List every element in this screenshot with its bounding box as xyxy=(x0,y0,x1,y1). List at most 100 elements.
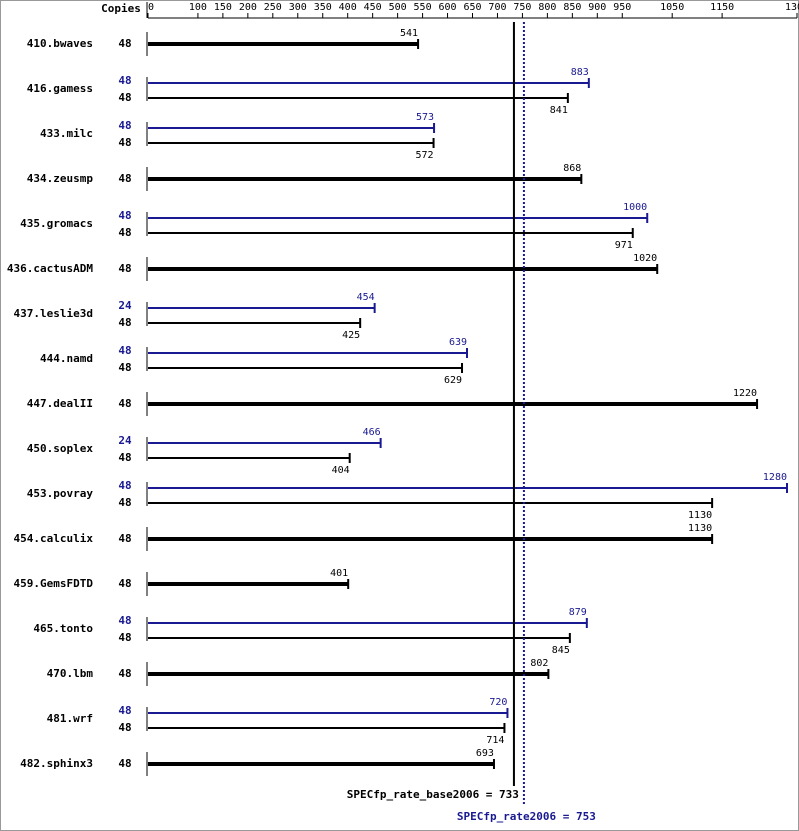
copies-label: 48 xyxy=(118,209,131,222)
value-label: 868 xyxy=(563,163,581,174)
x-tick-label: 700 xyxy=(488,2,506,13)
value-label: 401 xyxy=(330,568,348,579)
benchmark-name: 416.gamess xyxy=(27,82,93,95)
bar xyxy=(148,712,508,714)
benchmark-name: 470.lbm xyxy=(47,667,94,680)
copies-label: 48 xyxy=(118,74,131,87)
x-tick-label: 300 xyxy=(289,2,307,13)
bar xyxy=(148,217,648,219)
benchmark-name: 410.bwaves xyxy=(27,37,93,50)
value-label: 1220 xyxy=(733,388,757,399)
x-tick-label: 0 xyxy=(148,2,154,13)
value-label: 425 xyxy=(342,330,360,341)
value-label: 1130 xyxy=(688,510,712,521)
copies-label: 48 xyxy=(118,496,131,509)
copies-label: 48 xyxy=(118,721,131,734)
bar xyxy=(148,42,419,46)
benchmark-name: 447.dealII xyxy=(27,397,93,410)
value-label: 629 xyxy=(444,375,462,386)
value-label: 845 xyxy=(552,645,570,656)
bar xyxy=(148,502,713,504)
copies-label: 48 xyxy=(118,532,131,545)
x-tick-label: 600 xyxy=(439,2,457,13)
benchmark-name: 454.calculix xyxy=(14,532,94,545)
value-label: 879 xyxy=(569,607,587,618)
copies-label: 48 xyxy=(118,631,131,644)
x-tick-label: 750 xyxy=(513,2,531,13)
bar xyxy=(148,637,570,639)
value-label: 693 xyxy=(476,748,494,759)
bar xyxy=(148,322,361,324)
x-tick-label: 500 xyxy=(389,2,407,13)
benchmark-name: 481.wrf xyxy=(47,712,93,725)
copies-label: 48 xyxy=(118,397,131,410)
x-tick-label: 100 xyxy=(189,2,207,13)
benchmark-name: 437.leslie3d xyxy=(14,307,93,320)
benchmark-name: 465.tonto xyxy=(33,622,93,635)
copies-label: 48 xyxy=(118,614,131,627)
bar xyxy=(148,622,587,624)
value-label: 404 xyxy=(332,465,350,476)
bar xyxy=(148,582,349,586)
x-tick-label: 550 xyxy=(414,2,432,13)
bar xyxy=(148,177,582,181)
value-label: 466 xyxy=(363,427,381,438)
value-label: 572 xyxy=(415,150,433,161)
x-tick-label: 400 xyxy=(339,2,357,13)
bar xyxy=(148,82,589,84)
bar xyxy=(148,487,788,489)
x-tick-label: 150 xyxy=(214,2,232,13)
copies-label: 48 xyxy=(118,119,131,132)
bar xyxy=(148,402,758,406)
bar xyxy=(148,762,494,766)
benchmark-name: 450.soplex xyxy=(27,442,94,455)
value-label: 971 xyxy=(615,240,633,251)
x-tick-label: 450 xyxy=(364,2,382,13)
bar xyxy=(148,537,713,541)
bar xyxy=(148,442,381,444)
copies-label: 48 xyxy=(118,757,131,770)
benchmark-name: 453.povray xyxy=(27,487,94,500)
copies-label: 48 xyxy=(118,479,131,492)
x-tick-label: 650 xyxy=(463,2,481,13)
benchmark-name: 459.GemsFDTD xyxy=(14,577,94,590)
copies-header: Copies xyxy=(101,2,141,15)
x-tick-label: 350 xyxy=(314,2,332,13)
bar xyxy=(148,457,350,459)
x-tick-label: 200 xyxy=(239,2,257,13)
copies-label: 24 xyxy=(118,299,132,312)
copies-label: 48 xyxy=(118,361,131,374)
value-label: 1020 xyxy=(633,253,657,264)
bar xyxy=(148,127,435,129)
copies-label: 48 xyxy=(118,451,131,464)
benchmark-name: 436.cactusADM xyxy=(7,262,93,275)
copies-label: 48 xyxy=(118,344,131,357)
bar xyxy=(148,307,375,309)
bar xyxy=(148,727,505,729)
x-tick-label: 900 xyxy=(588,2,606,13)
value-label: 1000 xyxy=(623,202,647,213)
x-tick-label: 250 xyxy=(264,2,282,13)
bar xyxy=(148,97,568,99)
benchmark-name: 482.sphinx3 xyxy=(20,757,93,770)
bar xyxy=(148,672,549,676)
bar xyxy=(148,267,658,271)
value-label: 454 xyxy=(357,292,375,303)
copies-label: 48 xyxy=(118,262,131,275)
copies-label: 48 xyxy=(118,91,131,104)
value-label: 841 xyxy=(550,105,568,116)
base-metric: SPECfp_rate_base2006 = 733 xyxy=(347,788,519,801)
x-tick-label: 850 xyxy=(563,2,581,13)
x-tick-label: 1300 xyxy=(785,2,799,13)
copies-label: 48 xyxy=(118,37,131,50)
benchmark-name: 435.gromacs xyxy=(20,217,93,230)
bar xyxy=(148,367,463,369)
copies-label: 48 xyxy=(118,136,131,149)
bar xyxy=(148,232,633,234)
value-label: 639 xyxy=(449,337,467,348)
value-label: 714 xyxy=(486,735,504,746)
bar xyxy=(148,352,468,354)
value-label: 802 xyxy=(530,658,548,669)
copies-label: 48 xyxy=(118,172,131,185)
